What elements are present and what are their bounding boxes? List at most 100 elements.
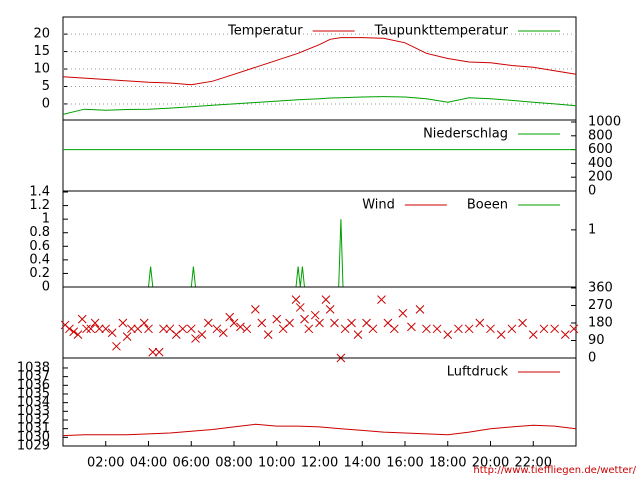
y-tick-label: 1032 <box>17 412 50 427</box>
y-tick-label: 1.2 <box>29 198 50 213</box>
wind-direction-point <box>325 305 335 314</box>
y2-tick-label: 1000 <box>588 115 621 130</box>
y-tick-label: 10 <box>33 62 50 77</box>
y2-tick-label: 800 <box>588 128 613 143</box>
wind-direction-point <box>148 347 158 357</box>
legend-label: Boeen <box>467 198 508 213</box>
y2-tick-label: 270 <box>588 298 613 313</box>
y2-tick-label: 0 <box>588 351 596 366</box>
x-tick-label: 14:00 <box>344 456 381 471</box>
y-tick-label: 1034 <box>17 395 50 410</box>
y2-tick-label: 90 <box>588 333 605 348</box>
wind-direction-point <box>272 314 282 324</box>
wind-direction-point <box>257 318 267 328</box>
y-tick-label: 0.6 <box>29 239 50 254</box>
wind-direction-point <box>285 318 294 328</box>
wind-direction-point <box>560 330 570 340</box>
wind-direction-point <box>263 330 273 340</box>
series-line <box>62 423 577 437</box>
x-tick-label: 16:00 <box>386 456 423 471</box>
y2-tick-label: 400 <box>588 156 613 171</box>
wind-direction-point <box>291 295 301 304</box>
y-tick-label: 0.4 <box>29 252 50 267</box>
y2-tick-label: 200 <box>588 170 613 185</box>
y-tick-label: 1036 <box>17 378 50 393</box>
wind-direction-point <box>212 324 222 334</box>
wind-direction-point <box>112 341 121 351</box>
series-line <box>63 219 576 288</box>
y2-tick-label: 360 <box>588 280 613 295</box>
wind-direction-point <box>225 312 235 322</box>
wind-direction-point <box>300 314 309 324</box>
wind-direction-point <box>191 334 200 343</box>
wind-direction-point <box>203 318 213 328</box>
wind-direction-point <box>398 308 408 318</box>
y-tick-label: 1031 <box>17 421 50 436</box>
wind-direction-point <box>443 330 453 340</box>
wind-direction-point <box>550 324 559 334</box>
x-tick-label: 08:00 <box>215 456 252 471</box>
wind-direction-point <box>475 318 485 328</box>
wind-direction-point <box>197 330 207 340</box>
y-tick-label: 20 <box>33 27 50 42</box>
wind-direction-point <box>69 327 79 337</box>
y-tick-label: 0 <box>42 280 50 295</box>
wind-direction-point <box>486 324 495 334</box>
wind-direction-point <box>295 303 305 312</box>
y-tick-label: 0.2 <box>29 266 50 281</box>
wind-direction-point <box>518 318 527 328</box>
y-tick-label: 1.4 <box>29 185 50 200</box>
y-tick-label: 1038 <box>17 360 50 375</box>
wind-direction-point <box>178 324 188 334</box>
x-tick-label: 12:00 <box>301 456 338 471</box>
x-tick-label: 04:00 <box>130 456 167 471</box>
y-tick-label: 1 <box>42 212 50 227</box>
wind-direction-point <box>236 322 245 332</box>
wind-direction-point <box>407 322 416 332</box>
wind-direction-point <box>94 324 104 334</box>
x-tick-label: 18:00 <box>429 456 466 471</box>
y2-tick-label: 180 <box>588 315 613 330</box>
wind-direction-point <box>347 318 356 328</box>
wind-direction-point <box>464 324 474 334</box>
wind-direction-point <box>77 314 87 324</box>
wind-direction-point <box>315 318 324 328</box>
y-tick-label: 0 <box>42 96 50 111</box>
y-tick-label: 5 <box>42 79 50 94</box>
y2-tick-label: 0 <box>588 184 596 199</box>
wind-direction-point <box>127 324 136 334</box>
wind-direction-point <box>86 324 96 334</box>
y-tick-label: 15 <box>33 44 50 59</box>
wind-direction-point <box>432 324 442 334</box>
wind-direction-point <box>118 318 128 328</box>
wind-direction-point <box>507 324 517 334</box>
y-tick-label: 1035 <box>17 386 50 401</box>
y-tick-label: 1029 <box>17 439 50 454</box>
wind-direction-point <box>218 328 228 338</box>
wind-direction-point <box>242 324 252 334</box>
y-tick-label: 1037 <box>17 369 50 384</box>
wind-direction-point <box>330 318 339 328</box>
wind-direction-point <box>389 324 399 334</box>
wind-direction-point <box>353 330 363 340</box>
y2-tick-label: 1 <box>588 222 596 237</box>
footer-link: http://www.tieffliegen.de/wetter/ <box>473 465 636 476</box>
wind-direction-point <box>139 318 149 328</box>
legend-label: Wind <box>362 198 395 213</box>
wind-direction-point <box>569 324 579 334</box>
wind-direction-point <box>186 324 196 334</box>
x-tick-label: 02:00 <box>87 456 124 471</box>
wind-direction-point <box>251 305 260 314</box>
wind-direction-point <box>154 347 164 357</box>
x-tick-label: 06:00 <box>173 456 210 471</box>
wind-direction-point <box>321 295 331 304</box>
wind-direction-point <box>144 324 153 334</box>
wind-direction-point <box>304 324 314 334</box>
legend-label: Luftdruck <box>447 365 509 380</box>
wind-direction-point <box>90 318 100 328</box>
legend-label: Taupunkttemperatur <box>374 24 509 39</box>
wind-direction-point <box>539 324 549 334</box>
wind-direction-point <box>122 332 132 341</box>
wind-direction-point <box>65 324 74 334</box>
